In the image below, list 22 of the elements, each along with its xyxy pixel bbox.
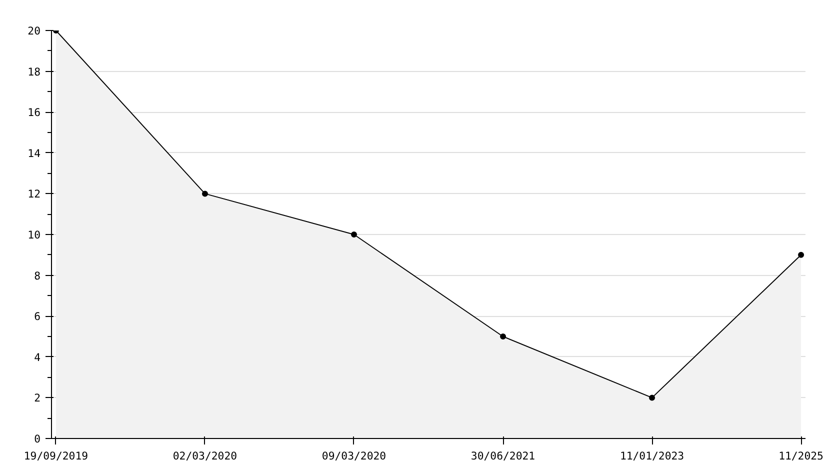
x-tick-label: 02/03/2020 <box>172 450 238 462</box>
x-tick-label: 30/06/2021 <box>470 450 536 462</box>
point <box>202 190 208 197</box>
point <box>798 252 804 258</box>
y-tick-label: 18 <box>28 65 41 78</box>
y-tick-label: 10 <box>28 228 41 242</box>
y-tick-label: 16 <box>28 106 41 120</box>
point <box>350 232 357 238</box>
x-tick-label: 11/2025 <box>778 450 824 462</box>
y-tick-label: 0 <box>34 432 41 446</box>
x-tick-label: 09/03/2020 <box>322 450 386 462</box>
y-tick-label: 8 <box>34 269 41 282</box>
x-tick-label: 19/09/2019 <box>24 450 88 462</box>
point <box>500 334 506 340</box>
y-tick-label: 12 <box>28 188 41 201</box>
y-tick-label: 4 <box>34 350 41 364</box>
y-tick-label: 2 <box>34 392 41 405</box>
y-tick-label: 6 <box>34 310 41 324</box>
y-tick-label: 20 <box>28 24 41 38</box>
y-tick-label: 14 <box>28 146 41 160</box>
point <box>649 394 656 401</box>
x-tick-label: 11/01/2023 <box>620 450 684 462</box>
